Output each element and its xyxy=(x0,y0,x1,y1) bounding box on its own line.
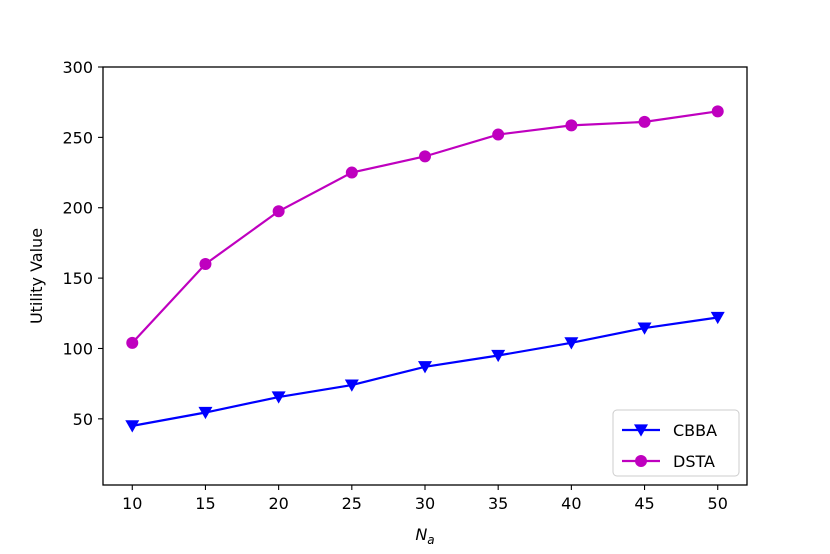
series-layer xyxy=(125,105,725,433)
data-point-cbba xyxy=(271,391,286,404)
data-point-cbba xyxy=(637,322,652,335)
x-tick-label: 35 xyxy=(488,494,508,513)
data-point-cbba xyxy=(710,311,725,325)
x-tick-label: 40 xyxy=(561,494,581,513)
legend: CBBA DSTA xyxy=(612,409,740,477)
y-axis-label: Utility Value xyxy=(27,228,46,324)
data-point-cbba xyxy=(418,361,432,374)
x-tick-label: 10 xyxy=(122,494,142,513)
y-tick-label: 50 xyxy=(73,410,93,429)
data-point-dsta xyxy=(199,258,212,271)
data-point-cbba xyxy=(198,406,213,420)
legend-marker-cbba xyxy=(634,424,648,437)
series-line-dsta xyxy=(131,110,718,344)
data-point-cbba xyxy=(125,420,140,433)
x-tick-label: 50 xyxy=(708,494,728,513)
y-tick-label: 150 xyxy=(62,269,93,288)
data-point-dsta xyxy=(638,115,651,128)
data-point-dsta xyxy=(492,128,505,141)
data-point-dsta xyxy=(272,205,285,218)
x-tick-label: 30 xyxy=(415,494,435,513)
y-tick-label: 250 xyxy=(62,128,93,147)
data-point-dsta xyxy=(345,166,358,179)
legend-label-dsta: DSTA xyxy=(673,452,715,471)
data-point-dsta xyxy=(126,336,139,349)
legend-marker-dsta xyxy=(635,455,647,467)
legend-item-dsta: DSTA xyxy=(622,452,715,471)
y-tick-label: 200 xyxy=(62,199,93,218)
y-tick-label: 300 xyxy=(62,58,93,77)
x-tick-label: 20 xyxy=(268,494,288,513)
legend-label-cbba: CBBA xyxy=(673,421,717,440)
series-cbba xyxy=(125,311,725,433)
x-tick-label: 15 xyxy=(195,494,215,513)
y-axis: 50 100 150 200 250 300 xyxy=(62,58,103,429)
x-axis: 10 15 20 25 30 35 40 45 50 xyxy=(122,485,728,513)
x-axis-label: Na xyxy=(415,525,434,547)
data-point-dsta xyxy=(711,105,724,118)
legend-item-cbba: CBBA xyxy=(622,421,717,440)
x-tick-label: 25 xyxy=(342,494,362,513)
data-point-dsta xyxy=(565,119,578,132)
series-dsta xyxy=(126,105,724,349)
x-tick-label: 45 xyxy=(634,494,654,513)
data-point-cbba xyxy=(491,349,506,363)
data-point-cbba xyxy=(564,337,579,350)
data-point-dsta xyxy=(419,150,431,163)
data-point-cbba xyxy=(344,379,359,392)
y-tick-label: 100 xyxy=(62,339,93,358)
